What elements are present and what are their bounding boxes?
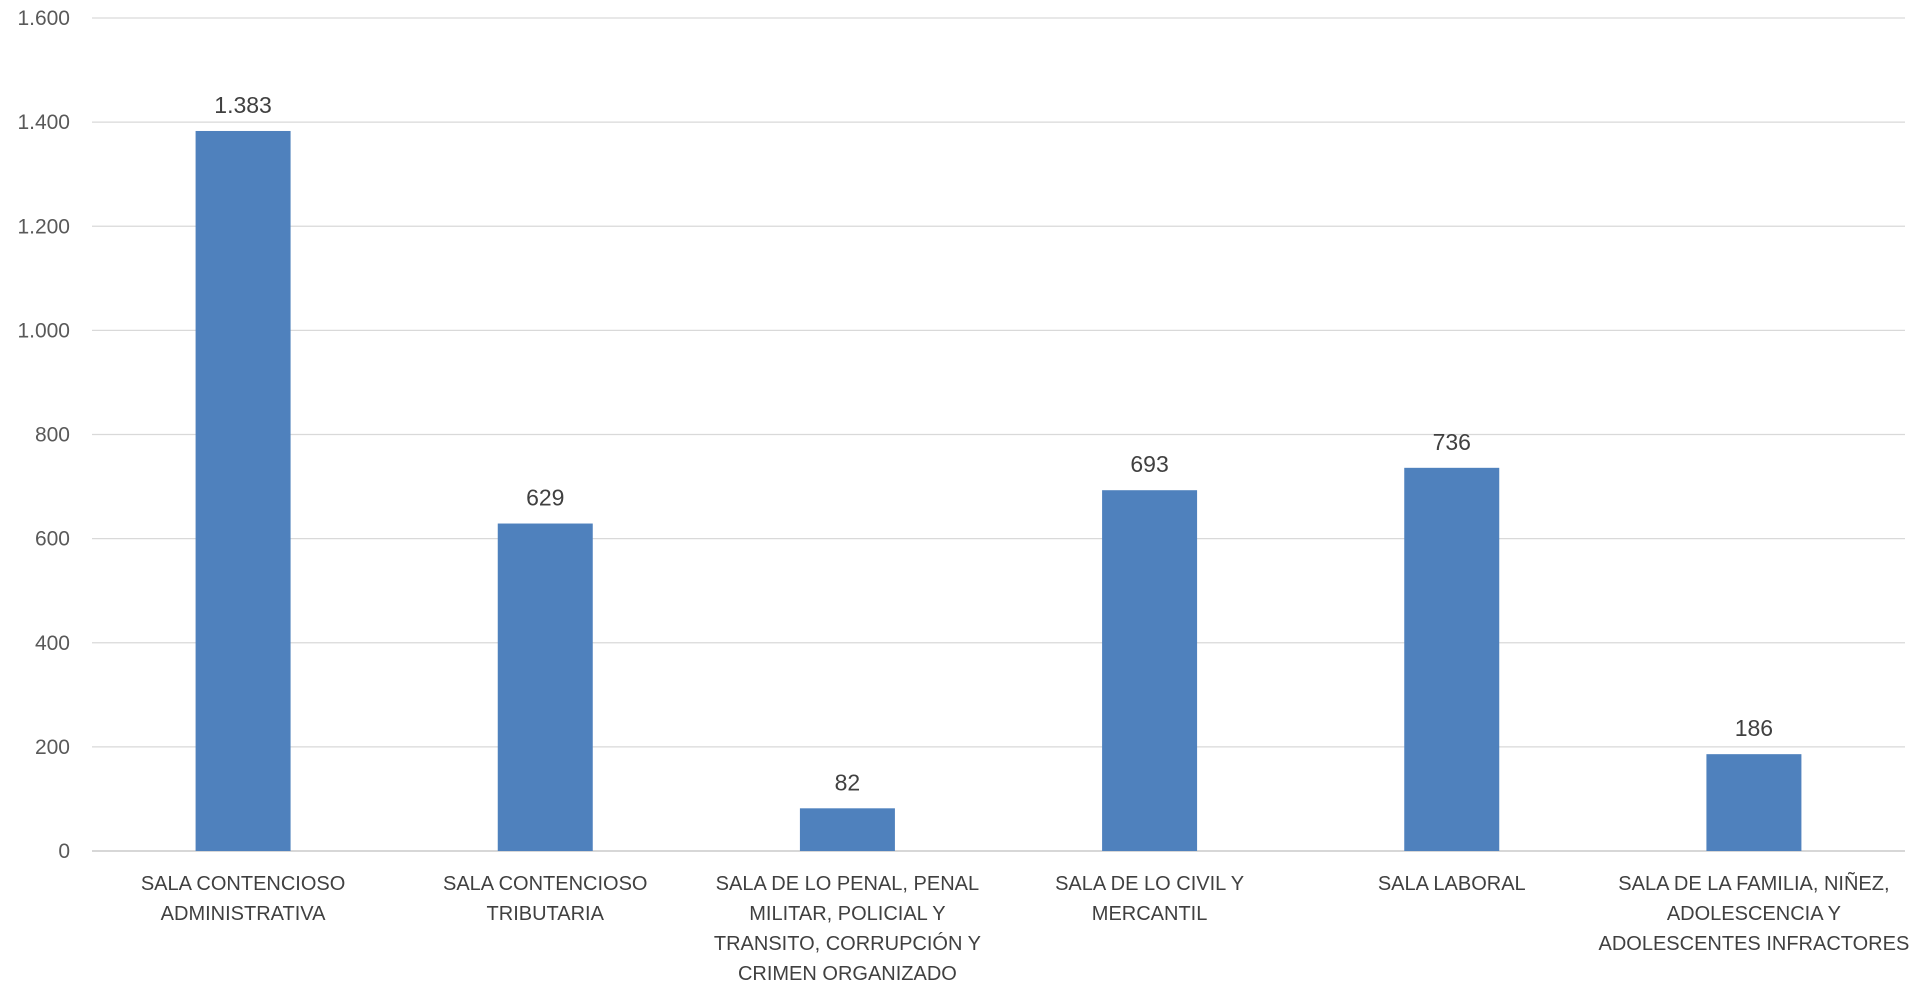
y-tick-label: 1.000: [17, 319, 70, 342]
category-label: CRIMEN ORGANIZADO: [738, 963, 957, 985]
category-label: SALA CONTENCIOSO: [141, 873, 346, 895]
y-tick-label: 1.600: [17, 7, 70, 30]
data-label: 693: [1130, 451, 1168, 477]
bar: [195, 130, 291, 851]
y-tick-label: 400: [35, 632, 70, 655]
category-label: MERCANTIL: [1092, 903, 1208, 925]
y-tick-label: 800: [35, 424, 70, 447]
y-tick-label: 200: [35, 736, 70, 759]
category-label: MILITAR, POLICIAL Y: [749, 903, 945, 925]
category-label: ADOLESCENCIA Y: [1667, 903, 1841, 925]
data-label: 1.383: [214, 92, 272, 118]
category-label: ADMINISTRATIVA: [161, 903, 326, 925]
data-label: 186: [1735, 715, 1773, 741]
y-tick-label: 0: [58, 840, 70, 863]
bar: [799, 808, 895, 851]
data-label: 82: [835, 769, 861, 795]
y-axis-tick-labels: 0 200 400 600 800 1.000 1.200 1.400 1.600: [17, 7, 70, 863]
y-tick-label: 1.400: [17, 111, 70, 134]
category-label: TRANSITO, CORRUPCIÓN Y: [714, 932, 981, 955]
category-label: ADOLESCENTES INFRACTORES: [1599, 933, 1910, 955]
data-label: 629: [526, 485, 564, 511]
category-label: SALA CONTENCIOSO: [443, 873, 648, 895]
x-axis-category-labels: SALA CONTENCIOSO ADMINISTRATIVA SALA CONTE…: [141, 871, 1909, 985]
bars: [195, 130, 1802, 851]
y-tick-label: 600: [35, 528, 70, 551]
bar: [1706, 754, 1802, 851]
gridlines: [92, 17, 1905, 852]
data-labels: 1.383 629 82 693 736 186: [214, 92, 1773, 795]
bar: [497, 523, 593, 851]
category-label: SALA DE LO CIVIL Y: [1055, 873, 1244, 895]
bar: [1102, 490, 1198, 851]
y-tick-label: 1.200: [17, 215, 70, 238]
bar: [1404, 467, 1500, 851]
data-label: 736: [1433, 429, 1471, 455]
category-label: TRIBUTARIA: [487, 903, 605, 925]
category-label: SALA LABORAL: [1378, 873, 1526, 895]
category-label: SALA DE LA FAMILIA, NIÑEZ,: [1618, 871, 1889, 895]
category-label: SALA DE LO PENAL, PENAL: [716, 873, 979, 895]
